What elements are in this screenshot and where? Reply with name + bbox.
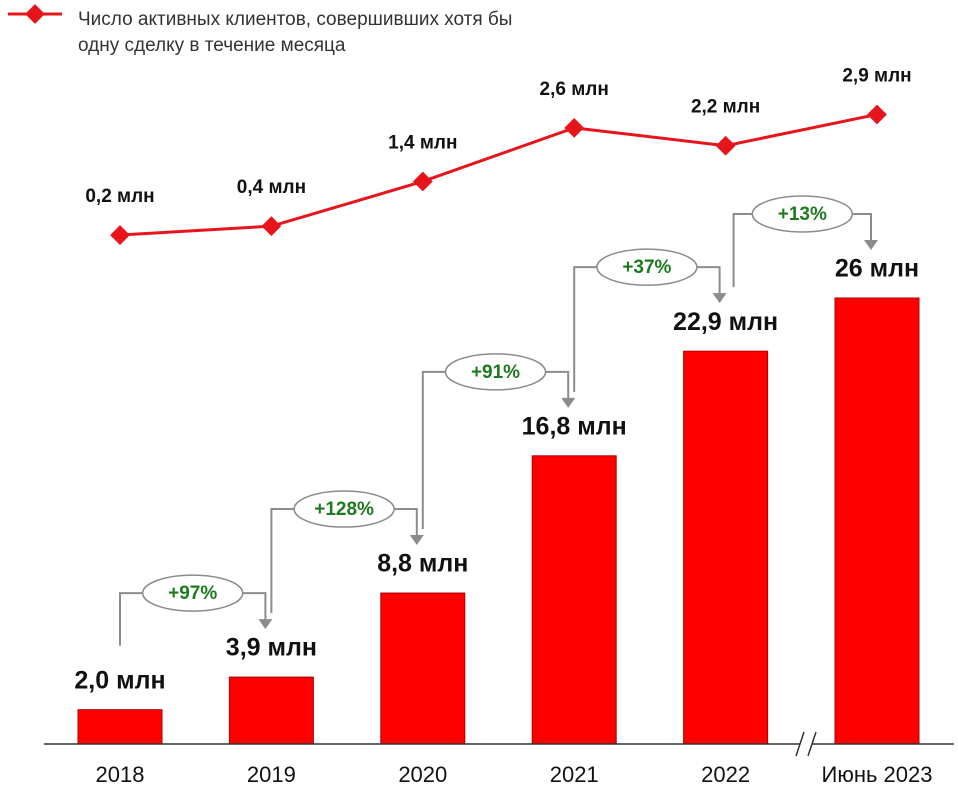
bar-value-label: 3,9 млн [226,634,317,662]
line-value-label: 1,4 млн [388,132,457,153]
line-marker [867,104,887,125]
growth-label: +128% [314,499,374,520]
line-value-label: 2,6 млн [540,79,609,100]
legend-label: Число активных клиентов, совершивших хот… [78,9,513,56]
x-tick-label: 2019 [247,762,296,787]
bar-value-label: 16,8 млн [522,412,627,440]
growth-label: +13% [778,204,827,225]
growth-arrowhead [258,619,273,630]
line-value-label: 0,2 млн [85,186,154,207]
growth-arrowhead [864,240,878,250]
line-marker [261,216,282,237]
axis-break [807,731,817,757]
bar-value-label: 26 млн [835,255,919,283]
line [119,112,878,237]
growth-label: +37% [622,257,671,278]
line-marker [564,117,585,138]
bar [834,297,920,745]
line-value-label: 2,2 млн [691,97,760,118]
bar [531,455,617,745]
bar-value-label: 2,0 млн [74,666,165,694]
growth-label: +97% [168,583,217,604]
x-tick-label: 2022 [701,762,750,787]
growth-bubble [444,353,547,391]
growth-label: +91% [471,362,520,383]
growth-bubble [293,490,395,528]
x-tick-label: Июнь 2023 [822,762,933,787]
bar [683,350,769,745]
bar-value-label: 22,9 млн [673,308,778,336]
growth-arrowhead [409,535,424,546]
x-tick-label: 2020 [398,762,447,787]
growth-arrowhead [712,293,727,304]
line-marker [412,171,433,192]
growth-bubble [751,195,854,233]
growth-bubble [141,574,244,612]
growth-arrowhead [561,397,576,408]
legend-marker [25,4,45,24]
line-marker [110,225,130,245]
x-tick-label: 2018 [96,762,145,787]
axis-break [795,731,805,757]
line-marker [715,135,736,156]
bar [380,592,466,745]
x-tick-label: 2021 [550,762,599,787]
bar-value-label: 8,8 млн [377,550,468,578]
line-value-label: 2,9 млн [842,65,911,86]
bar [228,676,314,745]
line-value-label: 0,4 млн [237,177,306,198]
growth-bubble [596,248,698,286]
bar [77,709,163,745]
